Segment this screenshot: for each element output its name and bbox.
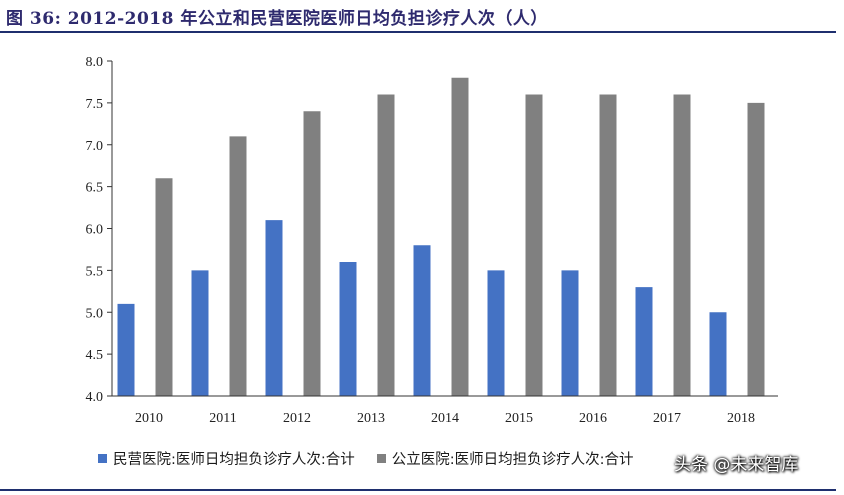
legend-label-public: 公立医院:医师日均担负诊疗人次:合计 (391, 451, 634, 468)
bar-private (635, 287, 653, 396)
y-tick-label: 5.5 (86, 264, 104, 279)
y-tick-label: 7.0 (86, 139, 104, 154)
x-tick-label: 2010 (135, 411, 163, 426)
chart-legend: 民营医院:医师日均担负诊疗人次:合计 公立医院:医师日均担负诊疗人次:合计 (98, 448, 656, 468)
bar-private (413, 245, 431, 396)
legend-label-private: 民营医院:医师日均担负诊疗人次:合计 (113, 451, 355, 468)
bar-private (191, 270, 209, 396)
bar-private (339, 262, 357, 396)
footer-rule (0, 489, 836, 491)
bar-public (673, 94, 691, 396)
y-tick-label: 4.0 (86, 390, 104, 405)
title-rule (0, 31, 836, 33)
x-tick-label: 2016 (579, 411, 607, 426)
legend-item-private: 民营医院:医师日均担负诊疗人次:合计 (98, 448, 355, 469)
y-tick-label: 4.5 (86, 348, 104, 363)
x-tick-label: 2017 (653, 411, 681, 426)
bar-private (709, 312, 727, 396)
x-tick-label: 2018 (727, 411, 755, 426)
y-tick-label: 8.0 (86, 55, 104, 70)
bar-public (229, 136, 247, 396)
chart-title: 图 36: 2012-2018 年公立和民营医院医师日均负担诊疗人次（人） (6, 9, 548, 29)
bar-private (265, 220, 283, 396)
x-tick-label: 2015 (505, 411, 533, 426)
bar-public (377, 94, 395, 396)
watermark: 头条 @未来智库 (674, 455, 799, 475)
bar-public (599, 94, 617, 396)
y-tick-label: 6.5 (86, 181, 104, 196)
legend-swatch-public (376, 453, 386, 463)
bar-public (155, 178, 173, 396)
y-tick-label: 6.0 (86, 223, 104, 238)
y-tick-label: 5.0 (86, 306, 104, 321)
x-tick-label: 2014 (431, 411, 459, 426)
bar-public (451, 77, 469, 396)
bar-chart: 4.0 4.5 5.0 5.5 6.0 6.5 7.0 7.5 8.0 2010 2011 2012 2… (86, 55, 778, 426)
legend-swatch-private (98, 453, 107, 463)
x-tick-label: 2011 (209, 411, 236, 426)
legend-item-public: 公立医院:医师日均担负诊疗人次:合计 (376, 448, 634, 469)
bar-public (525, 94, 543, 396)
bar-private (117, 303, 135, 396)
bar-public (303, 111, 321, 396)
bar-private (487, 270, 505, 396)
y-tick-label: 7.5 (86, 97, 104, 112)
x-tick-label: 2012 (283, 411, 311, 426)
bar-private (561, 270, 579, 396)
x-tick-label: 2013 (357, 411, 385, 426)
bar-public (747, 102, 765, 396)
